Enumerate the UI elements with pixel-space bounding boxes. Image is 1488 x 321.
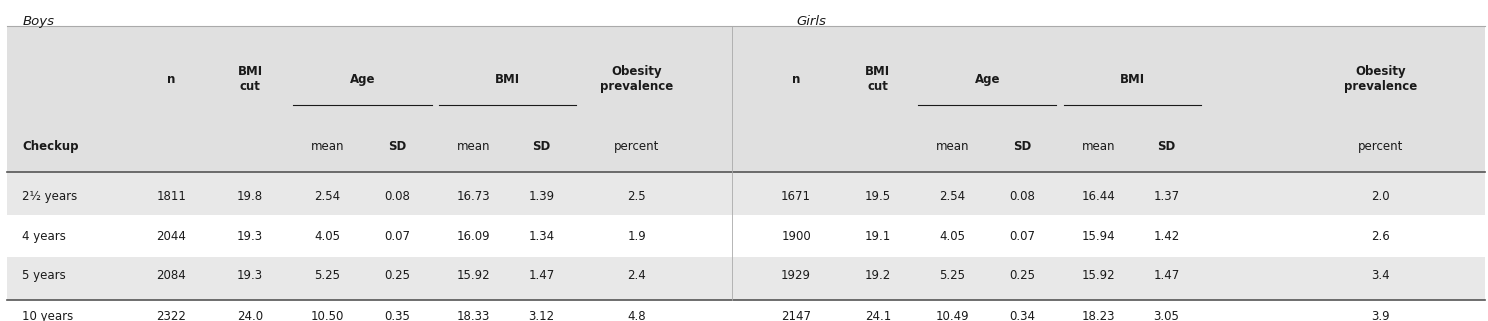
Text: n: n — [792, 73, 801, 86]
Text: 4.8: 4.8 — [628, 310, 646, 321]
Text: 1.47: 1.47 — [528, 269, 555, 282]
Text: 19.2: 19.2 — [865, 269, 891, 282]
Text: 2.5: 2.5 — [628, 190, 646, 203]
Text: 5.25: 5.25 — [939, 269, 966, 282]
Text: 1929: 1929 — [781, 269, 811, 282]
Text: 1.42: 1.42 — [1153, 230, 1180, 243]
Text: 3.4: 3.4 — [1372, 269, 1390, 282]
Text: Obesity
prevalence: Obesity prevalence — [600, 65, 674, 93]
Text: 10 years: 10 years — [22, 310, 73, 321]
Text: 0.35: 0.35 — [384, 310, 411, 321]
Text: Boys: Boys — [22, 15, 55, 28]
Text: 2½ years: 2½ years — [22, 190, 77, 203]
Text: 1900: 1900 — [781, 230, 811, 243]
Bar — [7, 172, 1485, 215]
Text: mean: mean — [457, 140, 490, 153]
Text: 5.25: 5.25 — [314, 269, 341, 282]
Text: 10.49: 10.49 — [936, 310, 969, 321]
Text: Obesity
prevalence: Obesity prevalence — [1344, 65, 1418, 93]
Text: 24.1: 24.1 — [865, 310, 891, 321]
Text: 18.33: 18.33 — [457, 310, 490, 321]
Text: 3.05: 3.05 — [1153, 310, 1180, 321]
Text: 1811: 1811 — [156, 190, 186, 203]
Text: 2044: 2044 — [156, 230, 186, 243]
Text: 19.3: 19.3 — [237, 230, 263, 243]
Text: SD: SD — [1013, 140, 1031, 153]
Text: 2084: 2084 — [156, 269, 186, 282]
Text: 2322: 2322 — [156, 310, 186, 321]
Text: 0.25: 0.25 — [1009, 269, 1036, 282]
Bar — [7, 215, 1485, 257]
Text: 0.08: 0.08 — [1009, 190, 1036, 203]
Text: 5 years: 5 years — [22, 269, 65, 282]
Text: 19.8: 19.8 — [237, 190, 263, 203]
Text: 18.23: 18.23 — [1082, 310, 1115, 321]
Text: 1.47: 1.47 — [1153, 269, 1180, 282]
Text: 19.3: 19.3 — [237, 269, 263, 282]
Text: mean: mean — [311, 140, 344, 153]
Text: BMI: BMI — [1120, 73, 1144, 86]
Text: 2.0: 2.0 — [1372, 190, 1390, 203]
Bar — [7, 257, 1485, 300]
Text: 0.34: 0.34 — [1009, 310, 1036, 321]
Text: 4 years: 4 years — [22, 230, 65, 243]
Text: 1.39: 1.39 — [528, 190, 555, 203]
Text: 2.54: 2.54 — [314, 190, 341, 203]
Text: 19.1: 19.1 — [865, 230, 891, 243]
Text: 15.92: 15.92 — [1082, 269, 1115, 282]
Text: Girls: Girls — [796, 15, 826, 28]
Text: 2147: 2147 — [781, 310, 811, 321]
Text: 1.37: 1.37 — [1153, 190, 1180, 203]
Text: 0.08: 0.08 — [384, 190, 411, 203]
Text: Checkup: Checkup — [22, 140, 79, 153]
Text: SD: SD — [388, 140, 406, 153]
Text: mean: mean — [1082, 140, 1115, 153]
Text: 4.05: 4.05 — [314, 230, 341, 243]
Text: 3.9: 3.9 — [1372, 310, 1390, 321]
Text: 1.9: 1.9 — [628, 230, 646, 243]
Text: 2.6: 2.6 — [1372, 230, 1390, 243]
Text: 16.44: 16.44 — [1082, 190, 1115, 203]
Text: 2.4: 2.4 — [628, 269, 646, 282]
Text: 16.73: 16.73 — [457, 190, 490, 203]
Text: 10.50: 10.50 — [311, 310, 344, 321]
Text: 0.25: 0.25 — [384, 269, 411, 282]
Text: BMI
cut: BMI cut — [238, 65, 262, 93]
Text: 15.92: 15.92 — [457, 269, 490, 282]
Text: 2.54: 2.54 — [939, 190, 966, 203]
Text: percent: percent — [615, 140, 659, 153]
Text: 4.05: 4.05 — [939, 230, 966, 243]
Text: 1.34: 1.34 — [528, 230, 555, 243]
Text: 0.07: 0.07 — [1009, 230, 1036, 243]
Bar — [7, 26, 1485, 172]
Text: SD: SD — [533, 140, 551, 153]
Bar — [7, 300, 1485, 321]
Text: mean: mean — [936, 140, 969, 153]
Text: 15.94: 15.94 — [1082, 230, 1115, 243]
Text: Age: Age — [350, 73, 375, 86]
Text: 24.0: 24.0 — [237, 310, 263, 321]
Text: 0.07: 0.07 — [384, 230, 411, 243]
Text: SD: SD — [1158, 140, 1176, 153]
Text: Age: Age — [975, 73, 1000, 86]
Text: 19.5: 19.5 — [865, 190, 891, 203]
Text: 1671: 1671 — [781, 190, 811, 203]
Text: BMI: BMI — [496, 73, 519, 86]
Text: BMI
cut: BMI cut — [866, 65, 890, 93]
Text: n: n — [167, 73, 176, 86]
Text: 3.12: 3.12 — [528, 310, 555, 321]
Text: 16.09: 16.09 — [457, 230, 490, 243]
Text: percent: percent — [1359, 140, 1403, 153]
